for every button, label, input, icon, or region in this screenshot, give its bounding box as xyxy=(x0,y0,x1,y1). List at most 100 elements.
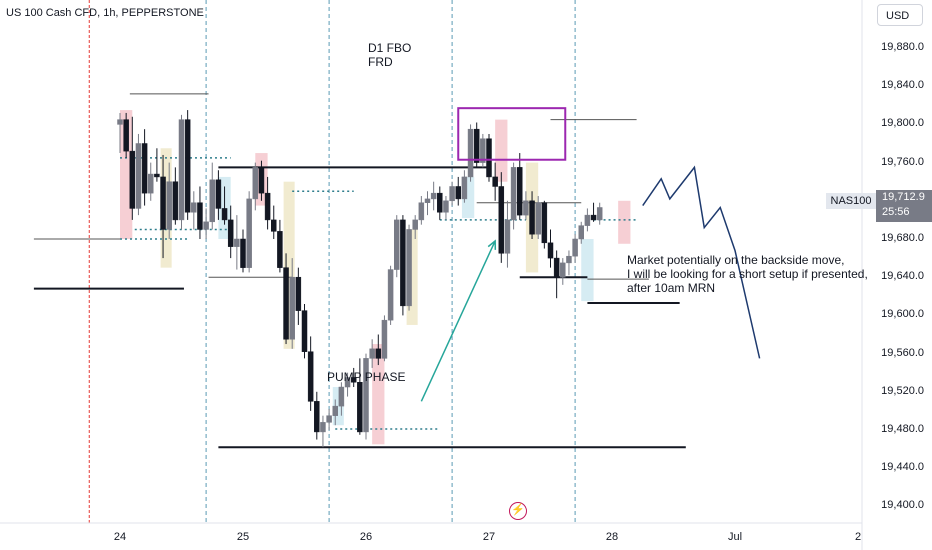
candle-body xyxy=(523,200,529,216)
candle-4 xyxy=(141,129,148,206)
candle-9 xyxy=(172,167,179,225)
candle-50 xyxy=(424,191,431,216)
candle-body xyxy=(369,348,375,359)
note-line-2: I will be looking for a short setup if p… xyxy=(627,267,868,281)
candle-7 xyxy=(160,154,166,259)
fbo-line-2: FRD xyxy=(368,55,393,69)
candle-5 xyxy=(148,162,154,201)
candle-16 xyxy=(215,170,222,220)
candle-52 xyxy=(437,186,443,220)
candle-67 xyxy=(529,191,535,239)
price-tick-label: 19,400.0 xyxy=(881,499,924,512)
price-tick-label: 19,680.0 xyxy=(881,232,924,244)
projection-path xyxy=(642,165,761,359)
candle-body xyxy=(117,119,123,125)
candle-1 xyxy=(123,112,129,158)
candle-body xyxy=(314,401,320,433)
time-tick-label: 28 xyxy=(605,531,619,543)
currency-button[interactable]: USD xyxy=(877,4,923,26)
candle-55 xyxy=(455,176,461,206)
candle-body xyxy=(394,219,400,270)
candle-body xyxy=(307,351,314,402)
candle-32 xyxy=(314,391,320,440)
candle-68 xyxy=(535,196,541,239)
candle-body xyxy=(350,377,357,383)
candle-body xyxy=(271,219,277,232)
fbo-line-1: D1 FBO xyxy=(368,41,412,55)
candle-body xyxy=(289,276,295,340)
candle-body xyxy=(467,128,474,178)
candle-43 xyxy=(381,315,388,362)
highlight-zone-1 xyxy=(160,148,172,268)
candle-39 xyxy=(357,358,363,435)
candle-72 xyxy=(560,258,566,285)
pump-arrow xyxy=(420,240,496,402)
candle-14 xyxy=(203,208,209,239)
candle-body xyxy=(498,186,505,254)
symbol-title[interactable]: US 100 Cash CFD, 1h, PEPPERSTONE xyxy=(6,7,204,19)
candle-40 xyxy=(363,353,369,440)
candle-body xyxy=(246,198,252,268)
candle-28 xyxy=(289,258,295,349)
candle-body xyxy=(492,176,498,187)
candle-69 xyxy=(541,200,548,249)
candle-41 xyxy=(369,339,375,368)
time-tick-label: 25 xyxy=(236,531,250,543)
candle-30 xyxy=(301,303,308,359)
candle-body xyxy=(326,415,332,423)
note-annotation[interactable]: Market potentially on the backside move,… xyxy=(627,253,868,295)
note-line-1: Market potentially on the backside move, xyxy=(627,253,845,267)
candle-26 xyxy=(277,219,283,273)
highlight-zone-4 xyxy=(283,181,295,349)
candle-body xyxy=(178,119,185,221)
candle-12 xyxy=(191,191,197,230)
candle-38 xyxy=(350,367,357,388)
candle-62 xyxy=(498,172,505,263)
candle-body xyxy=(443,200,449,213)
candle-body xyxy=(449,186,455,202)
candle-17 xyxy=(221,186,228,225)
time-tick-label: 27 xyxy=(482,531,496,543)
candle-20 xyxy=(240,229,246,273)
candle-body xyxy=(197,202,203,230)
candle-body xyxy=(547,242,554,259)
candle-body xyxy=(123,119,129,152)
candle-body xyxy=(553,257,560,278)
lightning-icon[interactable]: ⚡ xyxy=(509,502,527,520)
highlight-zone-5 xyxy=(332,387,344,426)
price-tick-label: 19,880.0 xyxy=(881,41,924,53)
candle-body xyxy=(357,382,363,433)
candle-body xyxy=(148,173,154,194)
candle-65 xyxy=(517,153,523,220)
candle-body xyxy=(344,377,351,388)
pump-phase-annotation[interactable]: PUMP PHASE xyxy=(327,370,406,384)
candle-35 xyxy=(332,399,338,426)
highlight-zone-11 xyxy=(581,239,594,302)
candle-body xyxy=(338,386,345,407)
candle-body xyxy=(381,319,388,359)
candle-27 xyxy=(283,253,289,345)
candle-body xyxy=(203,221,209,230)
candle-22 xyxy=(252,162,259,211)
candle-61 xyxy=(492,162,498,201)
candle-66 xyxy=(523,191,529,220)
candle-59 xyxy=(480,133,486,168)
candle-body xyxy=(221,208,228,221)
separators-layer xyxy=(88,0,576,523)
candle-10 xyxy=(178,114,185,230)
price-tick-label: 19,600.0 xyxy=(881,308,924,321)
symbol-price-badge: NAS100 xyxy=(826,193,876,209)
candle-body xyxy=(461,176,468,200)
candle-33 xyxy=(320,415,326,448)
note-line-3: after 10am MRN xyxy=(627,281,716,295)
candle-0 xyxy=(117,112,123,154)
candle-body xyxy=(529,200,535,235)
fbo-annotation[interactable]: D1 FBO FRD xyxy=(368,41,411,69)
candle-15 xyxy=(209,162,215,230)
candle-body xyxy=(129,150,136,209)
time-tick-label: Jul xyxy=(727,531,743,543)
candle-6 xyxy=(154,148,160,182)
candle-63 xyxy=(504,200,511,268)
candle-64 xyxy=(510,162,517,230)
